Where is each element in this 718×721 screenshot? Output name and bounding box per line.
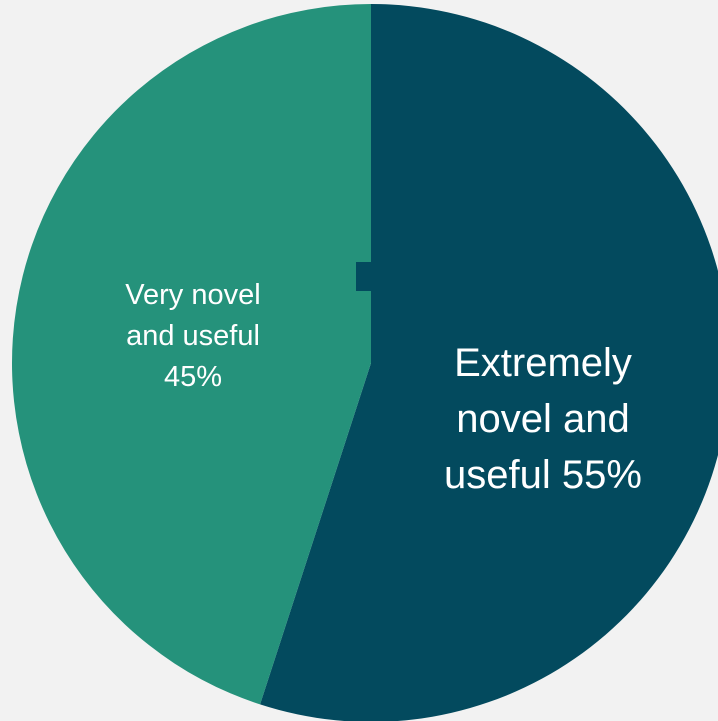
slice-label-line: and useful (126, 320, 260, 352)
pie-slice-2 (11, 4, 372, 705)
slice-label-line: Extremely (454, 341, 632, 385)
pie-labels: Extremely novel and useful 55% Very novel an… (125, 279, 642, 497)
slice-label-line: useful 55% (444, 453, 642, 497)
pie-slice-1 (260, 4, 718, 721)
slice-connector-mark (356, 262, 372, 291)
pie-slices (11, 4, 718, 721)
slice-label-1: Extremely novel and useful 55% (444, 341, 642, 497)
slice-label-line: novel and (456, 397, 629, 441)
slice-label-line: 45% (164, 361, 222, 393)
slice-label-2: Very novel and useful 45% (125, 279, 260, 393)
slice-label-line: Very novel (125, 279, 260, 311)
